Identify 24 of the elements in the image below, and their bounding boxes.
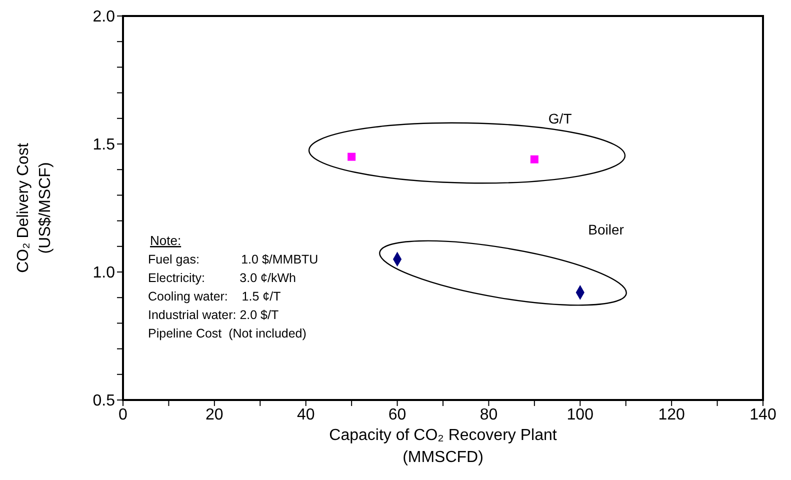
text: Boiler [588,221,624,238]
text: G/T [548,110,572,126]
y-tick-label: 1.5 [92,136,116,154]
point [530,155,538,164]
y-axis-title: CO₂ Delivery Cost (US$/MSCF) [15,142,54,273]
annotation: Cooling water: 1.5 ¢/T [148,290,282,304]
annotation: Fuel gas: 1.0 $/MMBTU [148,252,318,266]
annotation: Industrial water: 2.0 $/T [148,308,279,322]
annotation: Pipeline Cost (Not included) [148,326,306,340]
x-tick-label: 120 [658,406,686,424]
x-tick-label: 100 [566,406,594,424]
y-tick-label: 1.0 [92,264,116,282]
x-tick-label: 80 [480,406,498,424]
point [348,152,356,161]
annotation: Electricity: 3.0 ¢/kWh [148,271,296,285]
annotation: Note: [150,233,182,248]
x-tick-label: 20 [206,406,224,424]
x-axis-title: Capacity of CO₂ Recovery Plant (MMSCFD) [329,427,558,466]
x-tick-label: 140 [750,406,776,424]
x-tick-label: 60 [388,406,406,424]
x-tick-label: 0 [118,406,128,424]
x-tick-label: 40 [296,406,315,424]
y-tick-label: 0.5 [92,392,116,410]
y-tick-label: 2.0 [92,8,116,26]
